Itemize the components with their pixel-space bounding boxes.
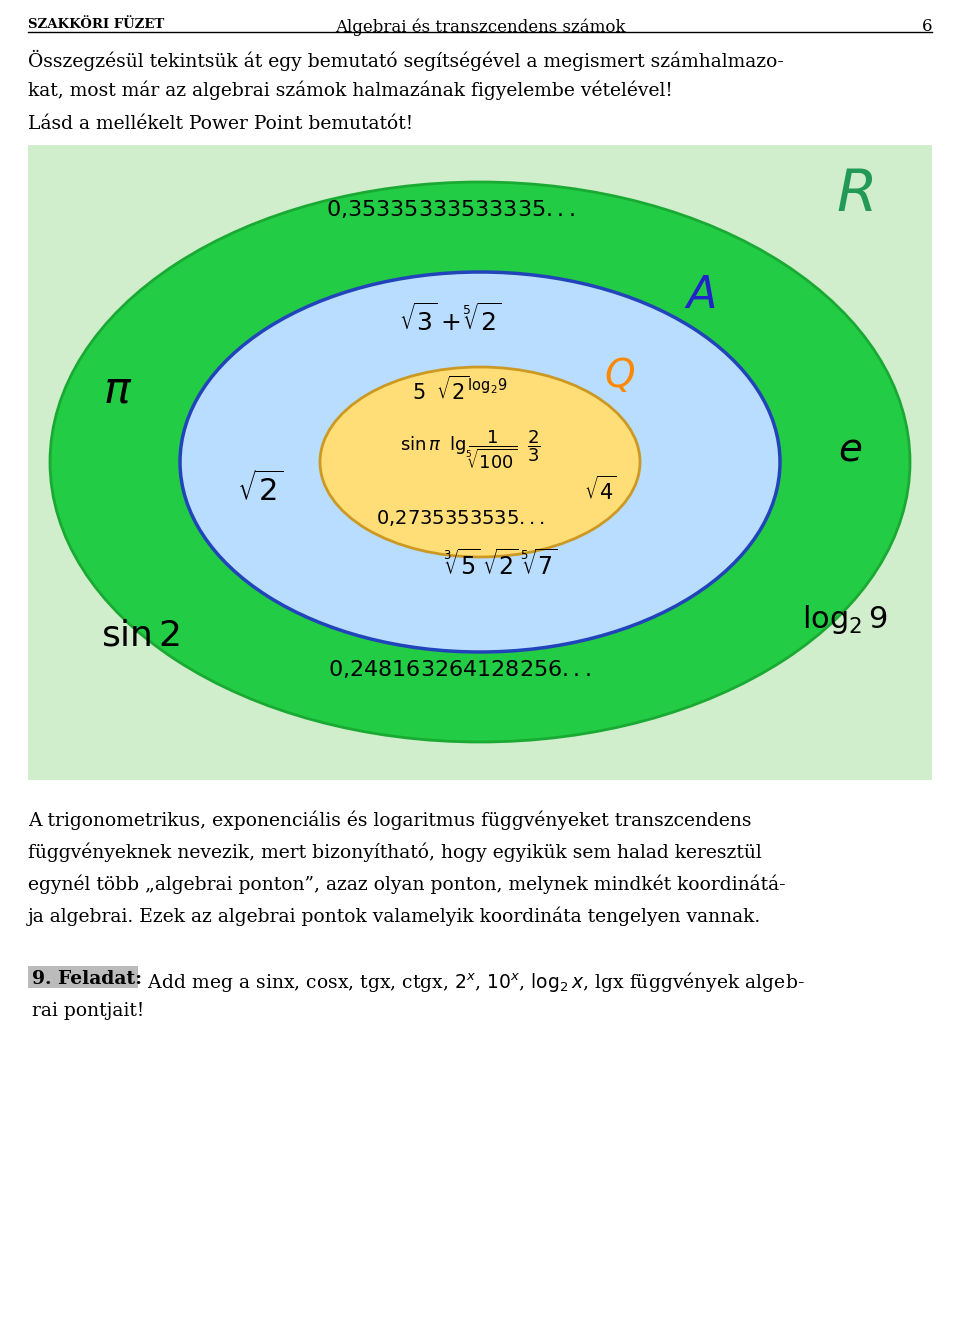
Text: egynél több „algebrai ponton”, azaz olyan ponton, melynek mindkét koordinátá-: egynél több „algebrai ponton”, azaz olya… (28, 874, 785, 894)
Text: Lásd a mellékelt Power Point bemutatót!: Lásd a mellékelt Power Point bemutatót! (28, 115, 413, 132)
Text: 9. Feladat:: 9. Feladat: (32, 970, 142, 987)
Text: A trigonometrikus, exponenciális és logaritmus függvényeket transzcendens: A trigonometrikus, exponenciális és loga… (28, 809, 752, 830)
Text: függvényeknek nevezik, mert bizonyítható, hogy egyikük sem halad keresztül: függvényeknek nevezik, mert bizonyítható… (28, 842, 761, 862)
Text: $\sin 2$: $\sin 2$ (101, 618, 180, 652)
Text: kat, most már az algebrai számok halmazának figyelembe vételével!: kat, most már az algebrai számok halmazá… (28, 80, 673, 99)
Bar (28, 966, 138, 987)
Text: 6: 6 (922, 17, 932, 35)
Text: Add meg a sinx, cosx, tgx, ctgx, $2^x$, $10^x$, $\log_2 x$, lgx függvények algeb: Add meg a sinx, cosx, tgx, ctgx, $2^x$, … (142, 970, 804, 994)
Text: $\sqrt[3]{5}\,\sqrt{2}\,\sqrt[5]{7}$: $\sqrt[3]{5}\,\sqrt{2}\,\sqrt[5]{7}$ (443, 550, 558, 581)
Text: ja algebrai. Ezek az algebrai pontok valamelyik koordináta tengelyen vannak.: ja algebrai. Ezek az algebrai pontok val… (28, 906, 761, 926)
Text: $\sin\pi\;\;\lg\dfrac{1}{\!\sqrt[5]{100}}\;\;\dfrac{2}{3}$: $\sin\pi\;\;\lg\dfrac{1}{\!\sqrt[5]{100}… (399, 428, 540, 471)
Text: $0{,}35335333533335...$: $0{,}35335333533335...$ (325, 199, 574, 221)
Text: $\sqrt{2}$: $\sqrt{2}$ (237, 472, 283, 508)
Ellipse shape (320, 367, 640, 557)
Text: $Q$: $Q$ (605, 356, 636, 395)
Text: Összegzésül tekintsük át egy bemutató segítségével a megismert számhalmazo-: Összegzésül tekintsük át egy bemutató se… (28, 50, 784, 71)
Text: $R$: $R$ (836, 167, 874, 223)
Text: $e$: $e$ (838, 431, 862, 468)
Text: $A$: $A$ (684, 273, 716, 317)
Ellipse shape (180, 272, 780, 652)
Text: SZAKKÖRI FÜZET: SZAKKÖRI FÜZET (28, 17, 164, 31)
Text: $0{,}248163264128256...$: $0{,}248163264128256...$ (328, 660, 591, 681)
Text: $\pi$: $\pi$ (104, 368, 132, 412)
Ellipse shape (50, 182, 910, 743)
Text: $\log_2 9$: $\log_2 9$ (803, 603, 888, 637)
Text: rai pontjait!: rai pontjait! (32, 1002, 144, 1020)
Bar (28, 145, 932, 780)
Text: $0{,}2735353535...$: $0{,}2735353535...$ (375, 508, 544, 529)
Text: Algebrai és transzcendens számok: Algebrai és transzcendens számok (335, 17, 625, 36)
Text: $\sqrt{4}$: $\sqrt{4}$ (584, 476, 616, 504)
Text: $5\;\;\sqrt{2}^{\log_2\! 9}$: $5\;\;\sqrt{2}^{\log_2\! 9}$ (413, 376, 508, 404)
Text: $\sqrt{3}+\!\sqrt[5]{2}$: $\sqrt{3}+\!\sqrt[5]{2}$ (398, 304, 501, 336)
